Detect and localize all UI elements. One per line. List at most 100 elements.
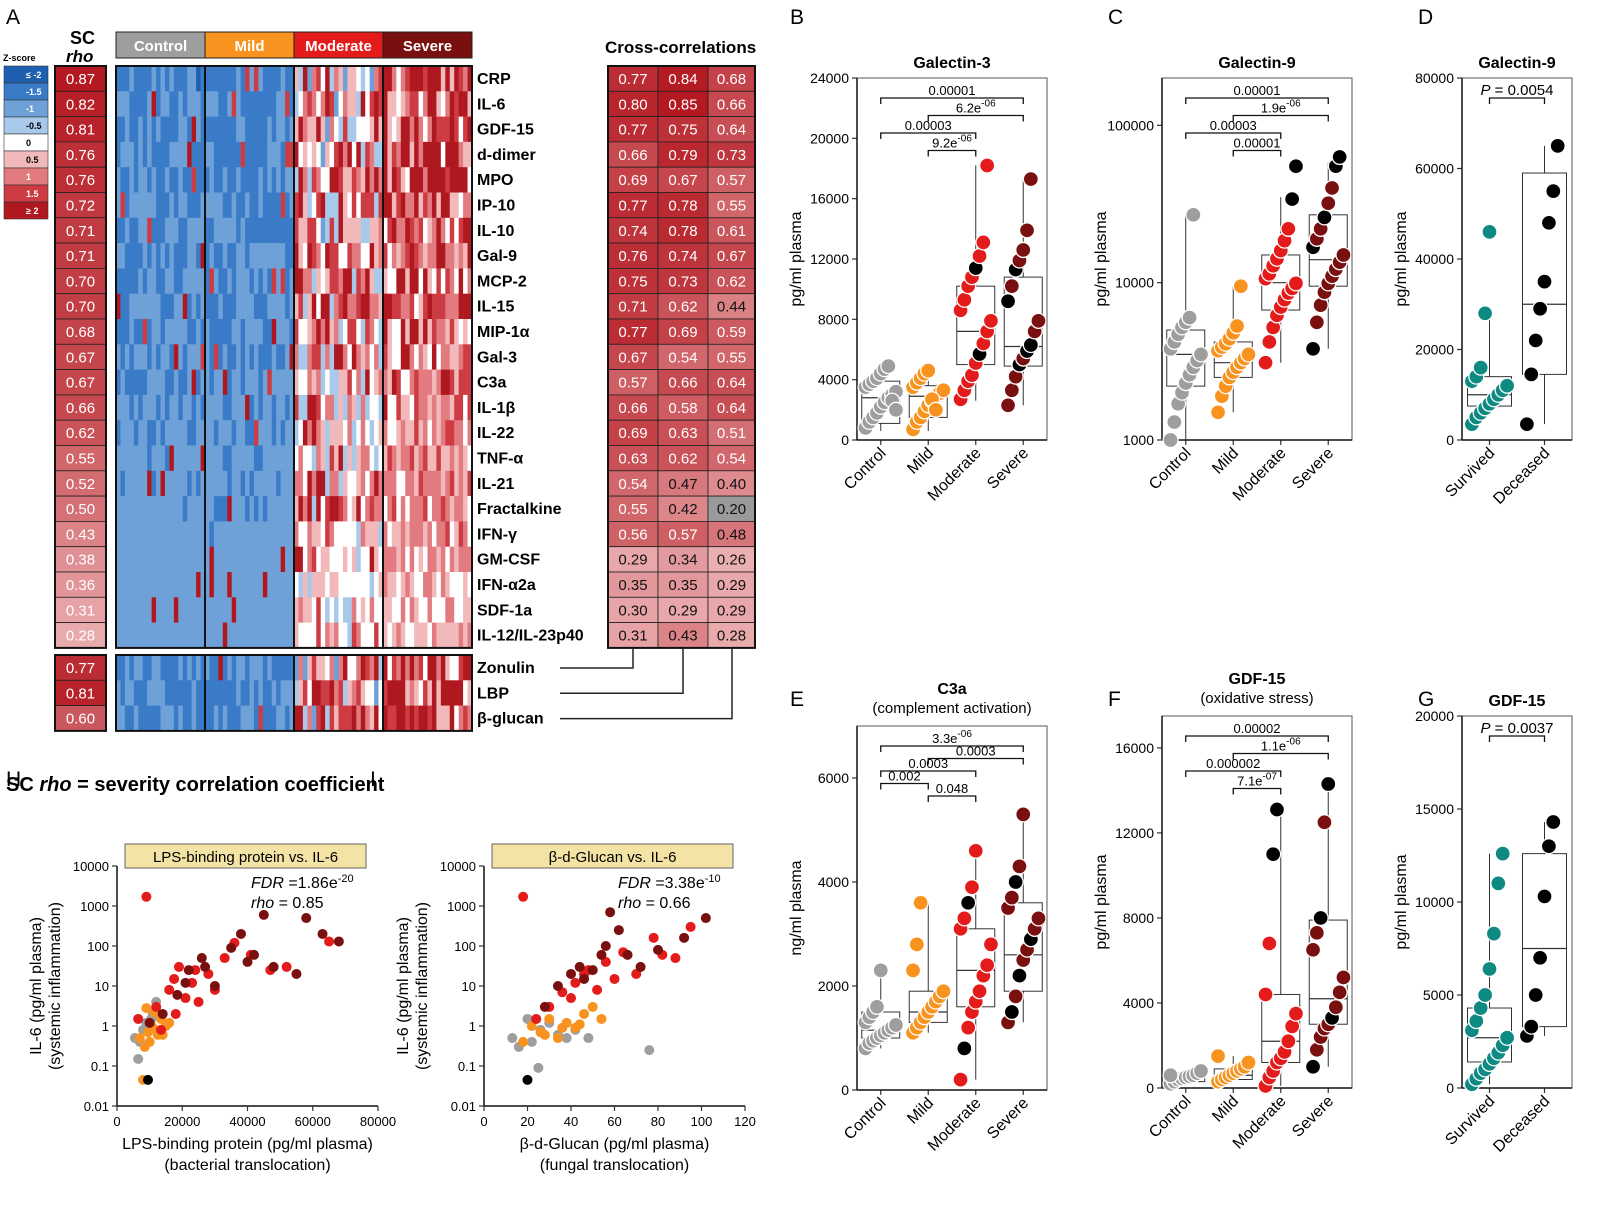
heatmap-cell (196, 344, 201, 370)
heatmap-cell (151, 66, 157, 92)
heatmap-cell (311, 293, 317, 320)
heatmap-cell (231, 655, 237, 681)
heatmap-cell (271, 546, 277, 573)
heatmap-cell (454, 116, 459, 143)
heatmap-cell (449, 192, 455, 219)
heatmap-cell (338, 344, 344, 370)
heatmap-cell (178, 116, 184, 143)
heatmap-cell (431, 141, 437, 168)
heatmap-cell (116, 394, 121, 421)
heatmap-cell (383, 622, 388, 649)
heatmap-cell (289, 319, 295, 345)
sc-rho-value: 0.82 (66, 96, 95, 113)
scatter-point (196, 953, 207, 964)
heatmap-cell (129, 420, 135, 446)
heatmap-cell (182, 496, 188, 522)
cross-corr-value: 0.43 (668, 628, 697, 645)
heatmap-cell (307, 394, 313, 421)
heatmap-cell (151, 420, 157, 446)
data-point (1209, 1047, 1227, 1065)
heatmap-cell (151, 521, 157, 547)
heatmap-cell (133, 192, 139, 219)
heatmap-cell (156, 141, 161, 168)
heatmap-cell (133, 655, 139, 681)
heatmap-cell (365, 622, 370, 649)
data-point (1490, 875, 1507, 892)
heatmap-cell (173, 470, 179, 497)
heatmap-cell (253, 496, 259, 522)
heatmap-cell (124, 116, 130, 143)
heatmap-cell (329, 546, 335, 573)
heatmap-cell (405, 369, 410, 396)
heatmap-cell (360, 597, 366, 623)
heatmap-cell (213, 521, 219, 547)
scatter-point (648, 932, 659, 943)
heatmap-cell (240, 192, 246, 219)
heatmap-cell (213, 680, 219, 706)
heatmap-cell (187, 66, 192, 92)
heatmap-cell (262, 394, 268, 421)
cross-corr-value: 0.56 (618, 526, 647, 543)
heatmap-cell (294, 394, 299, 421)
cross-corr-cell (707, 141, 756, 168)
heatmap-cell (271, 470, 277, 497)
heatmap-cell (458, 243, 464, 269)
heatmap-cell (156, 420, 161, 446)
heatmap-cell (356, 243, 362, 269)
heatmap-cell (285, 243, 290, 269)
heatmap-cell (124, 546, 130, 573)
heatmap-cell (205, 192, 210, 219)
heatmap-cell (445, 496, 451, 522)
heatmap-cell (156, 521, 161, 547)
heatmap-cell (280, 470, 286, 497)
heatmap-cell (418, 167, 424, 193)
heatmap-cell (387, 496, 393, 522)
heatmap-cell (325, 705, 330, 732)
heatmap-cell (156, 116, 161, 143)
heatmap-cell (445, 572, 451, 598)
heatmap-cell (294, 293, 299, 320)
heatmap-cell (329, 680, 335, 706)
heatmap-cell (311, 445, 317, 472)
heatmap-cell (209, 243, 215, 269)
heatmap-cell (156, 243, 161, 269)
heatmap-cell (458, 572, 464, 598)
heatmap-cell (294, 420, 299, 446)
heatmap-cell (298, 91, 304, 117)
heatmap-cell (427, 167, 433, 193)
data-point (999, 397, 1017, 414)
heatmap-cell (294, 680, 299, 706)
heatmap-cell (347, 192, 353, 219)
heatmap-cell (253, 91, 259, 117)
heatmap-cell (218, 293, 224, 320)
heatmap-cell (440, 622, 446, 649)
heatmap-cell (400, 655, 406, 681)
category-label: Control (1146, 1093, 1194, 1141)
heatmap-cell (302, 445, 308, 472)
heatmap-cell (289, 116, 295, 143)
heatmap-cell (285, 572, 290, 598)
heatmap-cell (187, 521, 192, 547)
heatmap-cell (427, 572, 433, 598)
heatmap-cell (173, 680, 179, 706)
heatmap-cell (294, 521, 299, 547)
heatmap-cell (369, 705, 375, 732)
heatmap-cell (236, 597, 241, 623)
heatmap-cell (129, 445, 135, 472)
heatmap-cell (374, 496, 379, 522)
heatmap-cell (458, 66, 464, 92)
heatmap-cell (427, 91, 433, 117)
heatmap-cell (454, 344, 459, 370)
heatmap-cell (302, 572, 308, 598)
heatmap-cell (405, 293, 410, 320)
heatmap-cell (391, 546, 397, 573)
heatmap-cell (387, 141, 393, 168)
heatmap-cell (360, 243, 366, 269)
heatmap-cell (253, 293, 259, 320)
heatmap-cell (258, 192, 264, 219)
heatmap-cell (289, 91, 295, 117)
heatmap-cell (173, 243, 179, 269)
heatmap-cell (329, 622, 335, 649)
heatmap-cell (436, 141, 442, 168)
heatmap-cell (378, 167, 384, 193)
